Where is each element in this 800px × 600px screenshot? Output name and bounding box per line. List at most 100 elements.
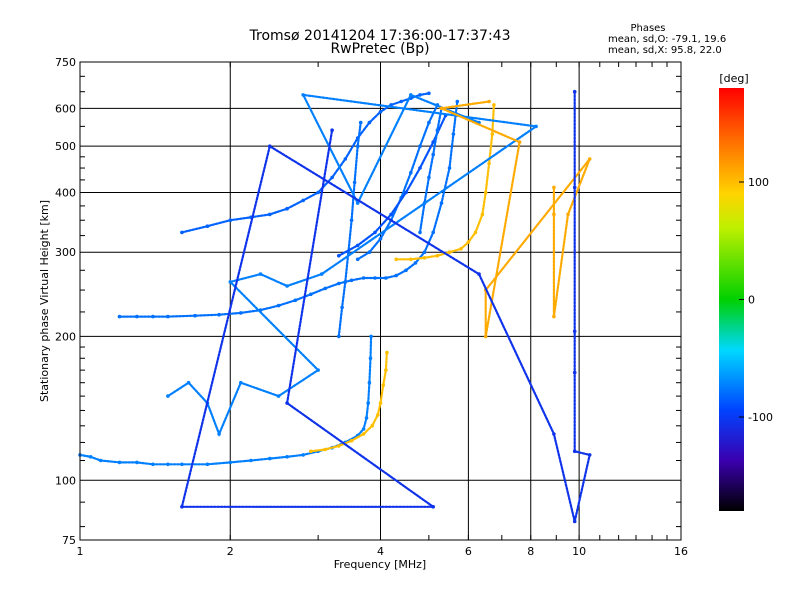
chart-subtitle: RwPretec (Bp) — [330, 41, 429, 57]
data-point — [418, 166, 422, 170]
data-point — [572, 449, 577, 454]
data-point — [180, 462, 184, 467]
data-point — [239, 311, 243, 315]
data-point — [422, 255, 427, 260]
data-point — [301, 93, 306, 97]
data-point — [316, 368, 320, 372]
data-point — [340, 305, 344, 310]
data-point — [384, 368, 388, 372]
data-point — [301, 198, 306, 203]
data-point — [343, 280, 348, 284]
data-point — [418, 144, 422, 148]
data-point — [193, 313, 197, 318]
y-tick-label: 300 — [55, 246, 76, 259]
data-point — [367, 120, 372, 125]
data-point — [285, 284, 289, 288]
data-point — [276, 394, 281, 398]
data-point — [517, 140, 522, 144]
data-point — [349, 278, 354, 283]
data-point — [480, 212, 485, 217]
data-point — [369, 334, 373, 339]
data-point — [399, 99, 404, 104]
data-point — [409, 257, 413, 262]
data-point — [343, 157, 348, 161]
data-point — [435, 128, 440, 132]
data-point — [323, 447, 328, 452]
data-point — [361, 432, 366, 436]
y-tick-label: 100 — [55, 474, 76, 487]
data-point — [319, 272, 324, 276]
data-point — [572, 370, 577, 375]
data-point — [427, 91, 431, 96]
data-point — [587, 453, 592, 457]
data-point — [431, 230, 436, 235]
colorbar: [deg] 100 0 -100 — [719, 72, 773, 511]
data-point — [552, 185, 556, 190]
data-point — [427, 120, 431, 125]
y-tick-label: 500 — [55, 140, 76, 153]
data-point — [572, 185, 577, 190]
axis-ticks: 1 2 4 6 8 10 16 75 100 200 300 400 500 600 750 — [55, 56, 688, 558]
data-point — [409, 170, 413, 175]
data-point — [572, 89, 577, 94]
data-point — [358, 120, 363, 125]
data-point — [492, 103, 496, 107]
data-point — [352, 180, 357, 185]
data-point — [117, 314, 122, 319]
data-point — [378, 110, 383, 114]
data-point — [355, 201, 360, 205]
data-point — [330, 175, 334, 180]
data-point — [447, 166, 452, 170]
data-point — [180, 230, 184, 235]
data-point — [366, 401, 371, 405]
data-point — [239, 380, 243, 385]
data-point — [268, 144, 272, 148]
data-point — [534, 124, 538, 129]
data-point — [427, 175, 431, 180]
data-point — [483, 190, 488, 195]
data-point — [385, 350, 389, 355]
data-point — [451, 132, 456, 136]
data-point — [459, 247, 463, 251]
data-point — [355, 144, 360, 148]
data-point — [309, 292, 313, 297]
data-point — [337, 444, 341, 448]
data-point — [455, 99, 460, 104]
data-point — [180, 505, 184, 509]
colorbar-label: [deg] — [719, 72, 748, 85]
data-point — [394, 257, 399, 262]
data-point — [587, 157, 592, 161]
data-point — [186, 380, 191, 385]
data-point — [422, 250, 427, 254]
data-point — [404, 268, 408, 273]
x-tick-label: 6 — [465, 545, 472, 558]
data-point — [301, 453, 306, 457]
data-point — [205, 224, 210, 228]
y-tick-label: 200 — [55, 330, 76, 343]
data-point — [418, 230, 422, 235]
data-point — [293, 298, 298, 303]
stats-heading: Phases — [630, 23, 665, 34]
y-tick-label: 75 — [62, 534, 76, 547]
data-point — [151, 462, 155, 467]
data-point — [205, 462, 210, 467]
data-point — [367, 380, 372, 385]
data-point — [337, 334, 341, 339]
data-point — [473, 230, 478, 235]
trace-line — [337, 121, 362, 338]
x-tick-label: 1 — [77, 545, 84, 558]
data-point — [349, 438, 354, 443]
x-tick-label: 16 — [674, 545, 688, 558]
data-point — [276, 303, 281, 308]
data-point — [435, 253, 440, 258]
data-point — [413, 261, 418, 265]
data-point — [135, 314, 139, 319]
data-point — [88, 455, 93, 459]
data-point — [409, 93, 413, 97]
data-point — [477, 272, 481, 276]
data-point — [135, 460, 139, 465]
plot-area: 1 2 4 6 8 10 16 75 100 200 300 400 500 600 750 — [55, 56, 688, 558]
data-point — [316, 190, 320, 195]
data-point — [323, 286, 328, 291]
